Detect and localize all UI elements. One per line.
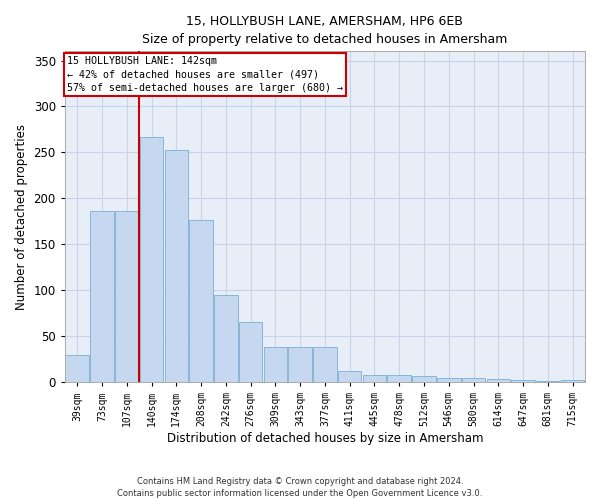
Bar <box>511 380 535 382</box>
Bar <box>313 347 337 382</box>
Bar <box>487 380 510 382</box>
Bar <box>65 354 89 382</box>
Bar <box>388 375 411 382</box>
Bar <box>462 378 485 382</box>
Bar <box>437 378 461 382</box>
Text: 15 HOLLYBUSH LANE: 142sqm
← 42% of detached houses are smaller (497)
57% of semi: 15 HOLLYBUSH LANE: 142sqm ← 42% of detac… <box>67 56 343 92</box>
Bar <box>90 211 114 382</box>
Bar <box>214 295 238 382</box>
Bar <box>362 375 386 382</box>
Text: Contains HM Land Registry data © Crown copyright and database right 2024.
Contai: Contains HM Land Registry data © Crown c… <box>118 476 482 498</box>
X-axis label: Distribution of detached houses by size in Amersham: Distribution of detached houses by size … <box>167 432 483 445</box>
Bar <box>263 347 287 382</box>
Bar <box>239 322 262 382</box>
Title: 15, HOLLYBUSH LANE, AMERSHAM, HP6 6EB
Size of property relative to detached hous: 15, HOLLYBUSH LANE, AMERSHAM, HP6 6EB Si… <box>142 15 508 46</box>
Bar <box>536 381 560 382</box>
Bar <box>115 211 139 382</box>
Bar <box>190 220 213 382</box>
Bar <box>289 347 312 382</box>
Bar <box>561 380 584 382</box>
Bar <box>412 376 436 382</box>
Y-axis label: Number of detached properties: Number of detached properties <box>15 124 28 310</box>
Bar <box>140 137 163 382</box>
Bar <box>338 371 361 382</box>
Bar <box>164 150 188 382</box>
